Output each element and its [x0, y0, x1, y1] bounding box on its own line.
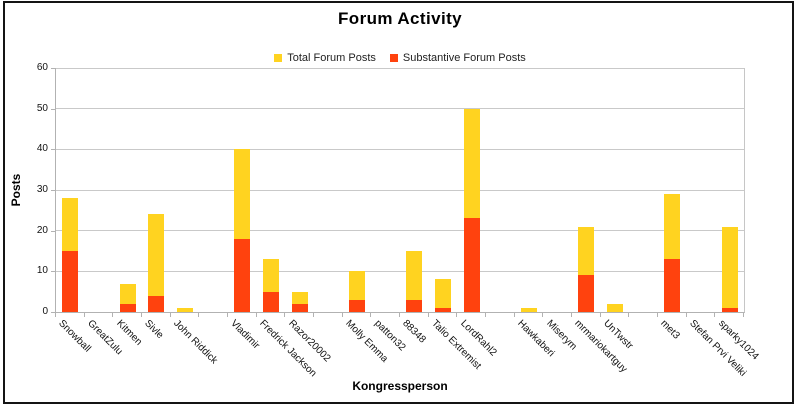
legend-swatch-total-icon	[274, 54, 283, 62]
bar-substantive-Kitmen	[119, 303, 136, 312]
bar-substantive-Fredrick Jackson	[263, 291, 279, 312]
legend-swatch-substantive-icon	[389, 54, 398, 62]
y-tick-label: 30	[36, 184, 48, 195]
x-tick-mark	[456, 313, 458, 317]
y-tick-label: 0	[42, 306, 48, 317]
legend-label-substantive: Substantive Forum Posts	[402, 52, 526, 64]
y-tick-mark	[51, 312, 55, 313]
x-axis-title: Kongressperson	[352, 379, 448, 393]
bar-substantive-met3	[664, 259, 681, 312]
y-tick-mark	[51, 230, 55, 232]
x-tick-mark	[485, 313, 486, 317]
bar-substantive-LordRahl2	[463, 218, 480, 312]
x-tick-mark	[542, 313, 544, 317]
y-tick-label: 60	[36, 62, 48, 73]
x-tick-mark	[714, 313, 716, 317]
chart-title: Forum Activity	[338, 9, 462, 28]
y-tick-label: 50	[36, 102, 48, 114]
y-tick-mark	[51, 68, 55, 69]
x-tick-mark	[169, 313, 171, 317]
y-tick-label: 40	[36, 143, 48, 155]
x-tick-mark	[83, 313, 85, 317]
y-tick-label: 10	[36, 265, 48, 277]
x-tick-mark	[399, 313, 400, 317]
bar-substantive-Vladimir	[234, 238, 251, 312]
bar-substantive-Talio Extremist	[435, 307, 451, 312]
y-tick-mark	[51, 190, 55, 191]
y-tick-mark	[51, 149, 55, 151]
plot-area	[55, 67, 745, 313]
x-tick-mark	[227, 313, 228, 317]
legend-item-total: Total Forum Posts	[274, 52, 376, 64]
y-axis-title: Posts	[9, 173, 23, 207]
bar-substantive-88348	[406, 299, 423, 312]
legend-item-substantive: Substantive Forum Posts	[389, 52, 526, 64]
x-tick-mark	[55, 313, 56, 317]
bar-total-sparky1024	[721, 226, 738, 312]
gridline-y-20	[56, 230, 744, 232]
x-tick-mark	[427, 313, 429, 317]
x-tick-mark	[284, 313, 286, 317]
gridline-y-50	[56, 108, 744, 110]
bar-total-Talio Extremist	[435, 279, 451, 312]
legend: Total Forum Posts Substantive Forum Post…	[0, 52, 800, 64]
x-tick-mark	[255, 313, 257, 317]
bar-total-Hawkaberi	[521, 307, 537, 312]
x-tick-mark	[657, 313, 658, 317]
x-tick-mark	[112, 313, 114, 317]
x-tick-mark	[198, 313, 200, 317]
gridline-y-10	[56, 270, 744, 272]
bar-total-Sivle	[148, 214, 165, 312]
gridline-y-60	[56, 67, 744, 69]
x-tick-mark	[513, 313, 515, 317]
bar-substantive-Molly Emma	[349, 299, 365, 312]
bar-total-88348	[406, 251, 423, 312]
legend-label-total: Total Forum Posts	[287, 52, 376, 64]
bar-substantive-Razor20002	[291, 303, 308, 312]
y-tick-mark	[51, 271, 55, 273]
x-tick-mark	[628, 313, 630, 317]
gridline-y-30	[56, 189, 744, 191]
bar-total-John Riddick	[177, 307, 193, 312]
x-tick-mark	[571, 313, 572, 317]
y-tick-mark	[51, 108, 55, 110]
bar-total-UnTwstr	[607, 303, 623, 312]
x-tick-mark	[341, 313, 343, 317]
x-tick-mark	[599, 313, 601, 317]
x-tick-mark	[313, 313, 314, 317]
x-tick-mark	[685, 313, 687, 317]
x-tick-mark	[370, 313, 372, 317]
x-tick-mark	[141, 313, 142, 317]
bar-substantive-mrmariokartguy	[578, 275, 595, 312]
y-tick-label: 20	[36, 224, 48, 236]
x-tick-mark	[743, 313, 744, 317]
bar-substantive-sparky1024	[721, 307, 738, 312]
gridline-y-40	[56, 148, 744, 150]
bar-substantive-Snowball	[62, 251, 79, 312]
bar-substantive-Sivle	[148, 295, 165, 312]
